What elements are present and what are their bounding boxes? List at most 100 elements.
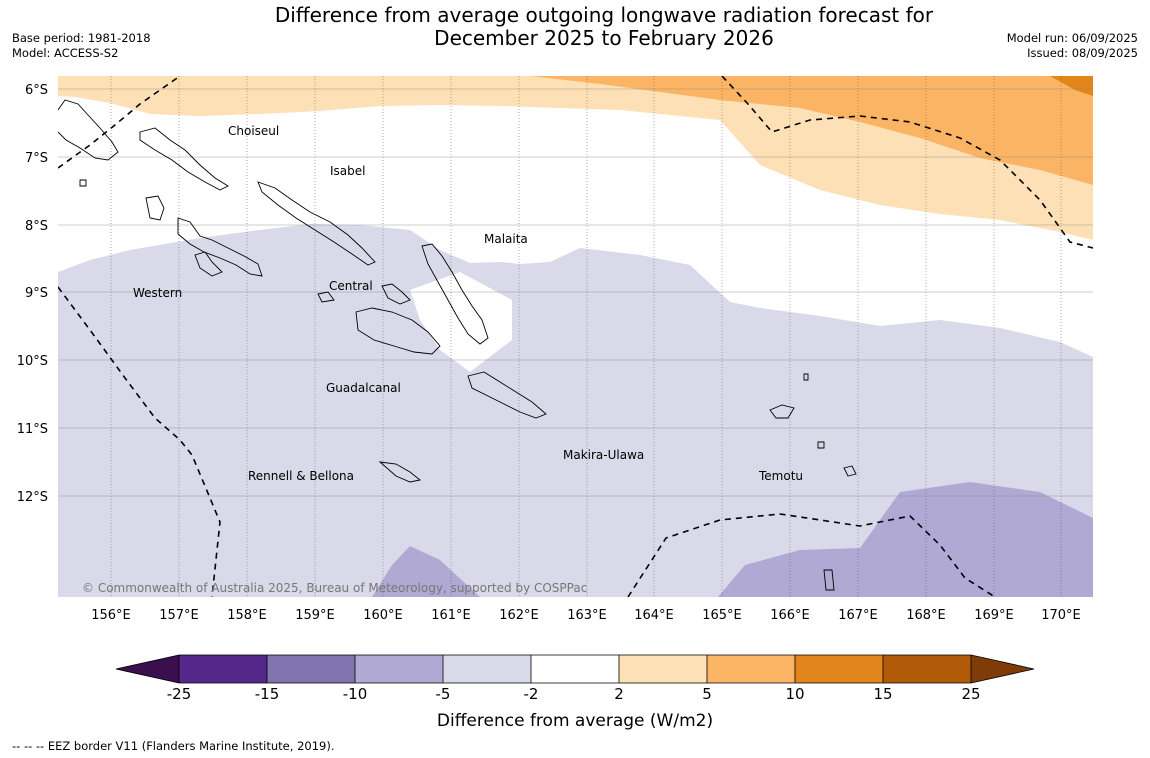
colorbar-outline bbox=[115, 654, 1035, 684]
colorbar: -25 -15 -10 -5 -2 2 5 10 15 25 Differenc… bbox=[115, 654, 1035, 731]
eez-legend-note: -- -- -- EEZ border V11 (Flanders Marine… bbox=[12, 739, 335, 753]
colorbar-segment bbox=[795, 655, 883, 683]
lat-label: 12°S bbox=[17, 490, 48, 505]
lat-label: 7°S bbox=[25, 151, 48, 166]
lat-label: 10°S bbox=[17, 354, 48, 369]
label-guadalcanal: Guadalcanal bbox=[326, 381, 401, 395]
chart-title: Difference from average outgoing longwav… bbox=[200, 4, 1008, 50]
eez-border-northwest bbox=[58, 76, 181, 169]
florida-islands-coast bbox=[381, 283, 411, 305]
colorbar-segment bbox=[531, 655, 619, 683]
makira-coast bbox=[467, 371, 547, 419]
lon-label: 168°E bbox=[906, 608, 946, 623]
colorbar-tick: 2 bbox=[614, 685, 624, 703]
label-rennell-bellona: Rennell & Bellona bbox=[248, 469, 354, 483]
colorbar-tick: -25 bbox=[167, 685, 192, 703]
lat-label: 9°S bbox=[25, 286, 48, 301]
colorbar-segment bbox=[355, 655, 443, 683]
small-island-1 bbox=[843, 465, 857, 477]
colorbar-segment bbox=[443, 655, 531, 683]
small-island-5 bbox=[79, 179, 87, 187]
lon-label: 157°E bbox=[159, 608, 199, 623]
lon-label: 169°E bbox=[974, 608, 1014, 623]
lon-label: 158°E bbox=[227, 608, 267, 623]
base-period: Base period: 1981-2018 bbox=[12, 31, 151, 45]
bougainville-coast bbox=[58, 99, 119, 161]
lon-label: 156°E bbox=[91, 608, 131, 623]
colorbar-ticks: -25 -15 -10 -5 -2 2 5 10 15 25 bbox=[167, 685, 981, 703]
copyright-note: © Commonwealth of Australia 2025, Bureau… bbox=[82, 581, 587, 595]
coastlines bbox=[58, 99, 857, 591]
title-line-1: Difference from average outgoing longwav… bbox=[274, 3, 934, 27]
colorbar-tick: 5 bbox=[702, 685, 712, 703]
title-line-2: December 2025 to February 2026 bbox=[434, 26, 774, 50]
place-labels: Choiseul Isabel Malaita Western Central … bbox=[133, 124, 803, 483]
lon-label: 161°E bbox=[431, 608, 471, 623]
eez-borders bbox=[58, 76, 1093, 597]
choiseul-coast bbox=[139, 127, 229, 191]
colorbar-segment bbox=[883, 655, 971, 683]
issued-date: Issued: 08/09/2025 bbox=[1027, 46, 1138, 60]
colorbar-tick: 25 bbox=[961, 685, 980, 703]
lon-label: 164°E bbox=[634, 608, 674, 623]
vella-lavella-coast bbox=[145, 195, 165, 221]
colorbar-tick: -5 bbox=[436, 685, 451, 703]
label-choiseul: Choiseul bbox=[228, 124, 279, 138]
model-run: Model run: 06/09/2025 bbox=[1006, 31, 1138, 45]
rendova-coast bbox=[194, 251, 223, 277]
colorbar-segment bbox=[267, 655, 355, 683]
label-central: Central bbox=[329, 279, 373, 293]
eez-border-north bbox=[721, 76, 1093, 249]
lon-label: 167°E bbox=[838, 608, 878, 623]
russell-islands-coast bbox=[317, 291, 335, 303]
colorbar-segment bbox=[619, 655, 707, 683]
colorbar-label: Difference from average (W/m2) bbox=[437, 711, 713, 731]
small-island-4 bbox=[803, 373, 809, 381]
colorbar-segment bbox=[179, 655, 267, 683]
colorbar-tick: 10 bbox=[785, 685, 804, 703]
lat-axis-labels: 6°S 7°S 8°S 9°S 10°S 11°S 12°S bbox=[17, 83, 48, 505]
label-malaita: Malaita bbox=[484, 232, 528, 246]
model-name: Model: ACCESS-S2 bbox=[12, 46, 119, 60]
small-island-2 bbox=[817, 441, 825, 449]
lon-label: 166°E bbox=[770, 608, 810, 623]
label-temotu: Temotu bbox=[758, 469, 803, 483]
anomaly-fill-p5-p10 bbox=[530, 76, 1093, 185]
colorbar-extend-low bbox=[116, 655, 179, 683]
label-makira-ulawa: Makira-Ulawa bbox=[563, 448, 644, 462]
lon-label: 165°E bbox=[702, 608, 742, 623]
map-plot-area: Choiseul Isabel Malaita Western Central … bbox=[58, 76, 1093, 597]
label-isabel: Isabel bbox=[330, 164, 365, 178]
isabel-coast bbox=[257, 181, 376, 266]
lat-label: 11°S bbox=[17, 422, 48, 437]
lon-label: 160°E bbox=[363, 608, 403, 623]
anomaly-fill-p2-p5 bbox=[58, 76, 1093, 240]
label-western: Western bbox=[133, 286, 182, 300]
malaita-coast bbox=[421, 243, 489, 345]
anomaly-fill-m10-m5-east bbox=[718, 482, 1093, 597]
new-georgia-coast bbox=[177, 217, 263, 277]
lon-label: 163°E bbox=[567, 608, 607, 623]
colorbar-tick: 15 bbox=[873, 685, 892, 703]
colorbar-tick: -15 bbox=[255, 685, 280, 703]
colorbar-segment bbox=[707, 655, 795, 683]
meta-left: Base period: 1981-2018 Model: ACCESS-S2 bbox=[12, 31, 151, 61]
meta-right: Model run: 06/09/2025 Issued: 08/09/2025 bbox=[1007, 31, 1138, 61]
guadalcanal-coast bbox=[355, 307, 441, 355]
eez-border-west bbox=[58, 286, 221, 597]
lon-label: 170°E bbox=[1041, 608, 1081, 623]
small-island-3 bbox=[823, 569, 835, 591]
lat-label: 6°S bbox=[25, 83, 48, 98]
lon-label: 159°E bbox=[295, 608, 335, 623]
lat-label: 8°S bbox=[25, 219, 48, 234]
santa-cruz-coast bbox=[769, 404, 795, 419]
colorbar-tick: -10 bbox=[343, 685, 368, 703]
anomaly-fill-p10-p15 bbox=[1050, 76, 1093, 96]
rennell-coast bbox=[378, 461, 422, 483]
colorbar-extend-high bbox=[971, 655, 1034, 683]
lon-label: 162°E bbox=[499, 608, 539, 623]
anomaly-fill-m10-m5-south bbox=[372, 546, 480, 597]
colorbar-tick: -2 bbox=[524, 685, 539, 703]
lat-gridlines bbox=[58, 88, 1093, 497]
